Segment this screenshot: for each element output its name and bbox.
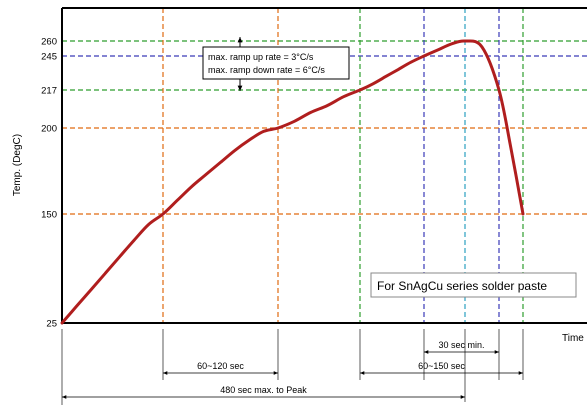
y-tick-label-25: 25 <box>46 319 57 330</box>
y-axis-title: Temp. (DegC) <box>12 134 23 196</box>
span-label: 480 sec max. to Peak <box>220 385 307 395</box>
x-axis-title: Time <box>562 333 584 344</box>
legend-box-text: For SnAgCu series solder paste <box>377 279 547 293</box>
ramp-rate-annotation: max. ramp up rate = 3°C/s max. ramp down… <box>202 37 350 91</box>
ramp-rate-box <box>202 46 350 80</box>
legend-box: For SnAgCu series solder paste <box>370 272 577 298</box>
time-span-0: 60~120 sec <box>163 361 278 375</box>
time-span-2: 60~150 sec <box>360 361 523 375</box>
span-label: 30 sec min. <box>438 340 484 350</box>
ramp-down-label: max. ramp down rate = 6°C/s <box>208 65 325 75</box>
y-tick-label-217: 217 <box>41 86 57 97</box>
y-tick-label-200: 200 <box>41 124 57 135</box>
y-tick-label-150: 150 <box>41 210 57 221</box>
span-label: 60~150 sec <box>418 361 465 371</box>
series-line-temperature-profile <box>60 39 525 325</box>
y-tick-labels: 25 150 200 217 245 260 <box>41 37 57 330</box>
span-label: 60~120 sec <box>197 361 244 371</box>
y-tick-label-260: 260 <box>41 37 57 48</box>
time-span-3: 480 sec max. to Peak <box>61 385 465 399</box>
y-tick-label-245: 245 <box>41 52 57 63</box>
time-span-1: 30 sec min. <box>424 340 499 354</box>
ramp-up-label: max. ramp up rate = 3°C/s <box>208 52 314 62</box>
time-spans: 60~120 sec 30 sec min. 60~150 sec 480 sec m… <box>61 329 524 405</box>
